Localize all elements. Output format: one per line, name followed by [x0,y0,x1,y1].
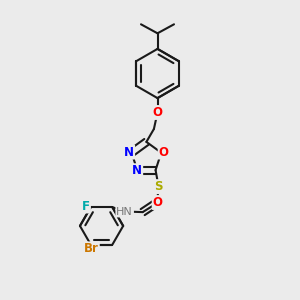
Text: Br: Br [84,242,99,255]
Text: O: O [152,106,163,119]
Text: N: N [132,164,142,177]
Text: N: N [124,146,134,159]
Text: F: F [82,200,90,212]
Text: HN: HN [116,206,133,217]
Text: O: O [159,146,169,159]
Text: O: O [153,196,163,209]
Text: S: S [154,180,163,193]
